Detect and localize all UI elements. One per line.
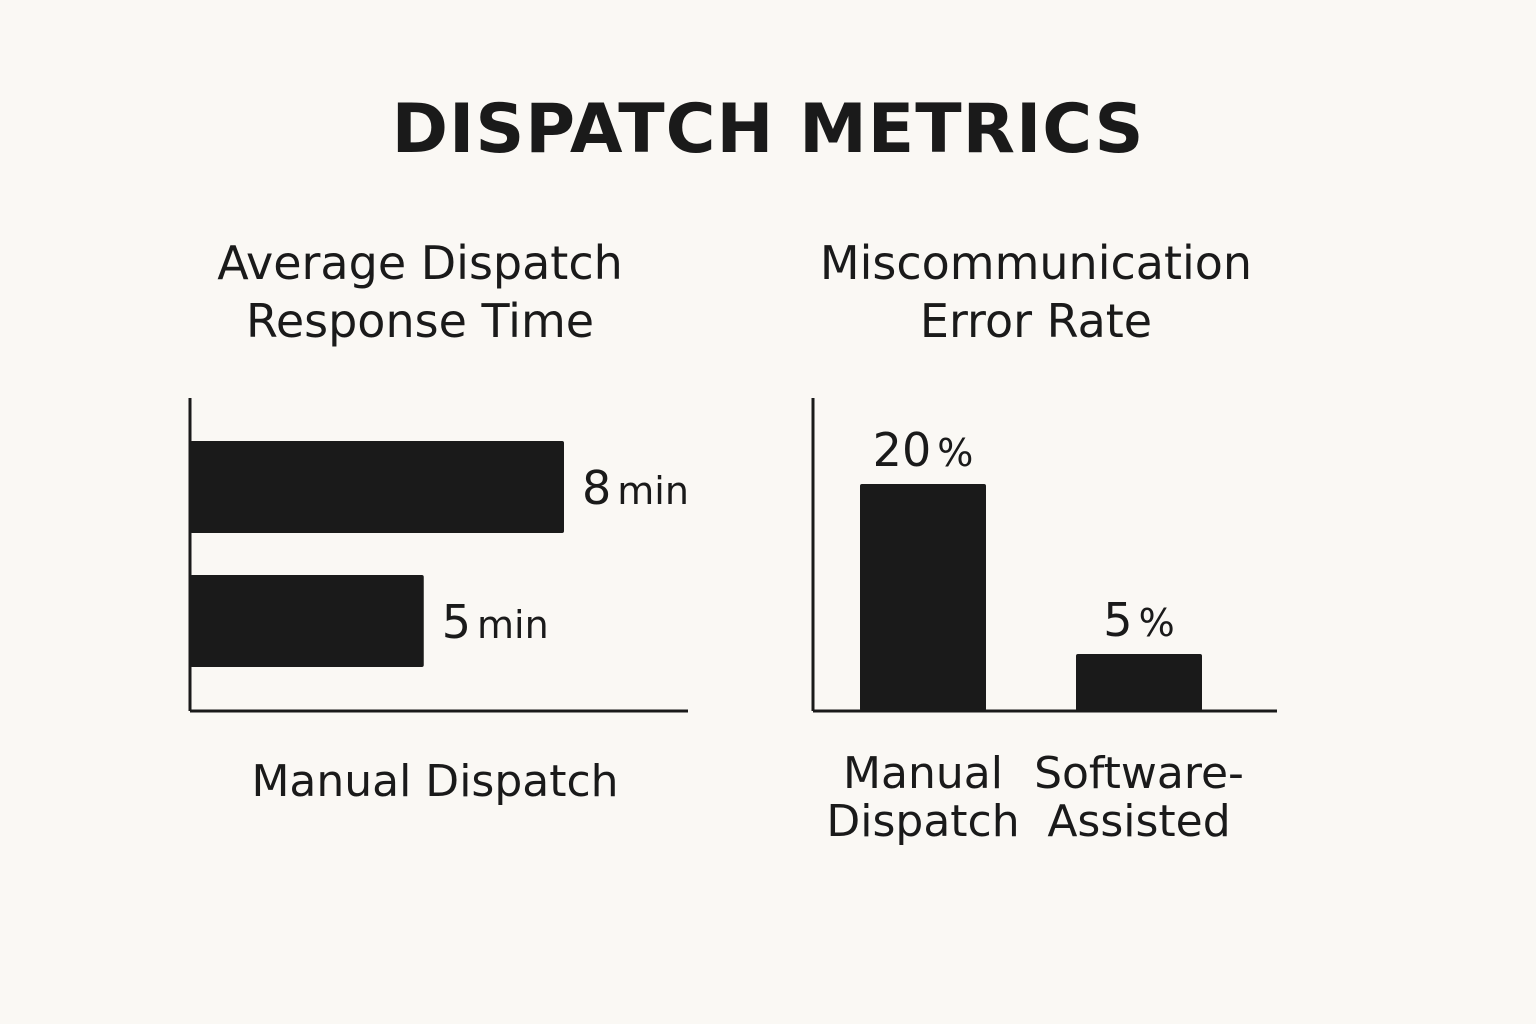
chart-title-line: Average Dispatch xyxy=(217,236,623,290)
bar-response-time-1 xyxy=(190,575,424,667)
value-unit: % xyxy=(937,431,973,475)
bar-1-value-label: 5% xyxy=(1103,593,1174,647)
value-number: 8 xyxy=(582,461,611,515)
value-unit: min xyxy=(617,469,689,513)
bar-response-time-0 xyxy=(190,441,564,533)
category-label: Software- xyxy=(1034,748,1244,799)
page-title: DISPATCH METRICS xyxy=(391,90,1145,169)
x-axis-label: Manual Dispatch xyxy=(251,756,618,807)
bar-0-value-label: 20% xyxy=(873,423,974,477)
chart-title-line: Miscommunication xyxy=(819,236,1253,290)
category-label: Assisted xyxy=(1047,796,1230,847)
response-time-chart-title: Average Dispatch Response Time xyxy=(170,234,670,350)
bar-1-value-label: 5 min xyxy=(442,595,549,649)
error-rate-chart-title: Miscommunication Error Rate xyxy=(786,234,1286,350)
value-number: 5 xyxy=(442,595,471,649)
category-label: Manual xyxy=(843,748,1003,799)
chart-title-line: Response Time xyxy=(245,294,595,348)
category-label: Dispatch xyxy=(826,796,1019,847)
value-unit: % xyxy=(1139,601,1175,645)
value-unit: min xyxy=(477,603,549,647)
chart-title-line: Error Rate xyxy=(919,294,1153,348)
bar-0-value-label: 8 min xyxy=(582,461,689,515)
bar-error-rate-0 xyxy=(860,484,986,711)
value-number: 20 xyxy=(873,423,932,477)
bar-error-rate-1 xyxy=(1076,654,1202,711)
value-number: 5 xyxy=(1103,593,1132,647)
